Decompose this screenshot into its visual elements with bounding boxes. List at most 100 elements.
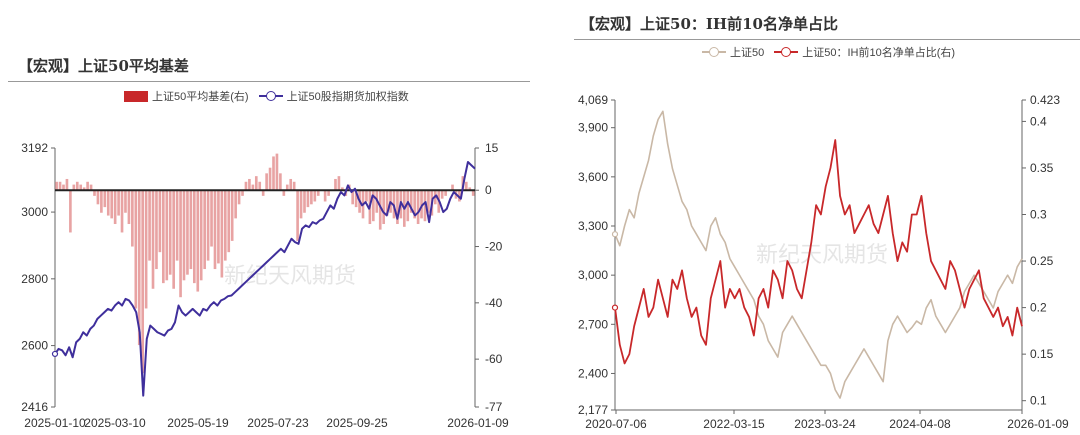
basis-bar [79,184,83,191]
x-tick-label: 2026-01-09 [447,416,509,430]
basis-bar [334,178,337,191]
basis-bar [303,190,306,213]
basis-bar [268,167,272,191]
watermark-text: 新纪天风期货 [756,242,888,267]
basis-bar-swatch-icon [124,90,148,102]
left-y-tick-label: 3000 [21,205,48,219]
basis-bar [206,190,210,261]
basis-bar [427,190,430,213]
right-y-tick-label: -77 [485,400,503,414]
legend-item-sse50[interactable]: 上证50 [702,44,764,60]
basis-bar [75,181,79,191]
basis-bar [299,190,303,219]
basis-bar [337,176,341,191]
basis-bar [137,190,141,346]
basis-bar [413,190,416,219]
basis-bar [237,190,241,205]
basis-bar [451,184,454,191]
basis-bar [58,181,62,191]
legend-label-basis: 上证50平均基差(右) [152,91,249,103]
basis-bar [265,173,268,191]
basis-bar [186,190,189,275]
right-y-tick-label: 0.1 [1030,394,1047,408]
left-chart-title: 【宏观】上证50平均基差 [18,57,189,75]
legend-item-index[interactable]: 上证50股指期货加权指数 [258,88,409,104]
right-chart-panel: 【宏观】上证50：IH前10名净单占比 上证50 上证50：IH前10名净单占比… [560,0,1080,435]
right-y-tick-label: -40 [485,296,503,310]
left-y-tick-label: 2,700 [578,317,608,331]
basis-bar [382,190,385,225]
basis-bar [120,190,124,233]
basis-bar [158,190,162,253]
right-title-divider [574,39,1080,40]
basis-bar [234,190,237,219]
basis-bar [351,190,355,205]
x-tick-label: 2026-01-09 [1007,417,1069,431]
basis-bar [82,187,86,191]
legend-item-basis[interactable]: 上证50平均基差(右) [124,88,249,104]
basis-bar [168,190,172,275]
basis-bar [251,184,255,191]
right-y-tick-label: 0.25 [1030,254,1054,268]
basis-bar [296,190,299,241]
right-chart-title: 【宏观】上证50：IH前10名净单占比 [580,15,838,33]
basis-bar [468,187,472,191]
basis-bar [313,190,317,202]
watermark-text: 新纪天风期货 [224,263,356,288]
legend-item-ih-ratio[interactable]: 上证50：IH前10名净单占比(右) [774,44,955,60]
basis-bar [244,181,248,191]
x-tick-label: 2025-07-23 [247,416,309,430]
basis-bar [464,181,468,191]
index-start-marker [51,350,59,358]
basis-bar [396,190,399,225]
basis-bar [89,184,93,191]
basis-bar [378,190,382,230]
basis-bar [285,184,289,191]
basis-bar [117,190,120,216]
basis-bar [272,156,275,191]
basis-bar [189,190,193,270]
basis-bar [100,190,103,213]
left-y-tick-label: 4,069 [578,93,608,107]
basis-bar [96,190,100,205]
left-y-tick-label: 3,000 [578,268,608,282]
basis-bar [310,190,313,205]
ih-ratio-series-line [614,139,1023,365]
basis-bar [444,190,447,196]
right-y-tick-label: 0.423 [1030,93,1060,107]
basis-bar [65,178,69,191]
legend-label-ih-ratio: 上证50：IH前10名净单占比(右) [802,47,956,59]
basis-bar [409,190,413,213]
x-tick-label: 2023-03-24 [794,417,856,431]
basis-bar [258,181,262,191]
index-series-line [54,161,476,397]
basis-bar [282,190,286,196]
basis-bar [127,190,131,225]
sse50-line-swatch-icon [702,46,726,58]
basis-bar [292,181,296,191]
basis-bar [279,173,282,191]
basis-bar [248,178,251,191]
right-y-tick-label: -60 [485,352,503,366]
right-y-tick-label: 0.35 [1030,161,1054,175]
left-chart-panel: 【宏观】上证50平均基差 上证50平均基差(右) 上证50股指期货加权指数 新纪… [8,57,530,430]
basis-bar [227,190,231,253]
sse50-start-marker [611,231,619,238]
left-y-tick-label: 3,900 [578,121,608,135]
ih-ratio-line-swatch-icon [774,46,799,58]
basis-bar [423,190,427,222]
basis-bar [354,190,358,208]
basis-bar [289,178,293,191]
basis-bar [175,190,179,261]
basis-bar [124,190,127,213]
left-y-tick-label: 2,177 [578,403,608,417]
basis-bar [196,190,200,292]
legend-label-sse50: 上证50 [730,47,765,59]
right-chart-plot: 新纪天风期货 2,177 2,400 2,700 3,000 3,300 3,600 3,90… [578,93,1069,431]
basis-bar [86,181,89,191]
basis-bar [182,190,186,281]
basis-bar [471,190,475,196]
right-chart-legend: 上证50 上证50：IH前10名净单占比(右) [702,44,965,60]
basis-bar [93,190,96,196]
basis-bar [420,190,423,219]
